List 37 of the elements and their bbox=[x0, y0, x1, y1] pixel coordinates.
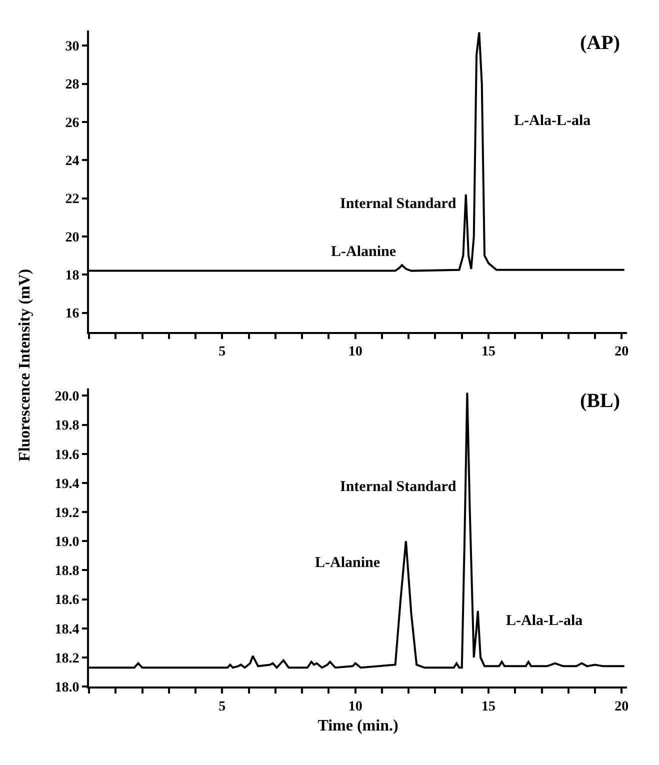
y-tick-label: 18.6 bbox=[54, 593, 80, 608]
x-tick-label: 20 bbox=[614, 344, 629, 360]
annotation: Internal Standard bbox=[340, 196, 457, 212]
x-tick-label: 5 bbox=[218, 699, 226, 714]
annotation: (BL) bbox=[580, 390, 620, 412]
y-tick-label: 20.0 bbox=[54, 390, 80, 405]
annotation: L-Ala-L-ala bbox=[514, 113, 592, 129]
y-tick-label: 18.8 bbox=[54, 564, 80, 580]
y-tick-label: 30 bbox=[65, 40, 80, 55]
x-tick-label: 20 bbox=[614, 699, 629, 714]
annotation: L-Alanine bbox=[331, 244, 396, 260]
y-tick-label: 18.0 bbox=[54, 680, 80, 696]
annotation: (AP) bbox=[580, 32, 620, 54]
y-tick-label: 18 bbox=[65, 268, 80, 284]
y-tick-label: 19.2 bbox=[54, 506, 80, 521]
y-tick-label: 19.4 bbox=[54, 476, 80, 492]
annotation: Internal Standard bbox=[340, 479, 457, 495]
y-tick-label: 19.0 bbox=[54, 535, 80, 550]
y-tick-label: 26 bbox=[65, 116, 80, 131]
x-tick-label: 10 bbox=[348, 344, 362, 360]
y-tick-label: 19.8 bbox=[54, 418, 80, 434]
y-tick-label: 16 bbox=[65, 306, 80, 322]
y-tick-label: 22 bbox=[65, 192, 80, 208]
y-tick-label: 18.2 bbox=[54, 651, 80, 666]
x-tick-label: 15 bbox=[482, 344, 496, 360]
y-axis-title: Fluorescence Intensity (mV) bbox=[16, 268, 34, 462]
y-tick-label: 28 bbox=[65, 78, 80, 93]
x-axis-title: Time (min.) bbox=[318, 718, 398, 735]
x-tick-label: 5 bbox=[218, 344, 226, 360]
y-tick-label: 20 bbox=[65, 230, 80, 246]
annotation: L-Alanine bbox=[315, 555, 380, 571]
y-tick-label: 19.6 bbox=[54, 448, 80, 463]
x-tick-label: 10 bbox=[348, 699, 362, 714]
y-tick-label: 24 bbox=[65, 154, 80, 170]
y-tick-label: 18.4 bbox=[54, 622, 80, 638]
x-tick-label: 15 bbox=[482, 699, 496, 714]
annotation: L-Ala-L-ala bbox=[506, 613, 584, 629]
